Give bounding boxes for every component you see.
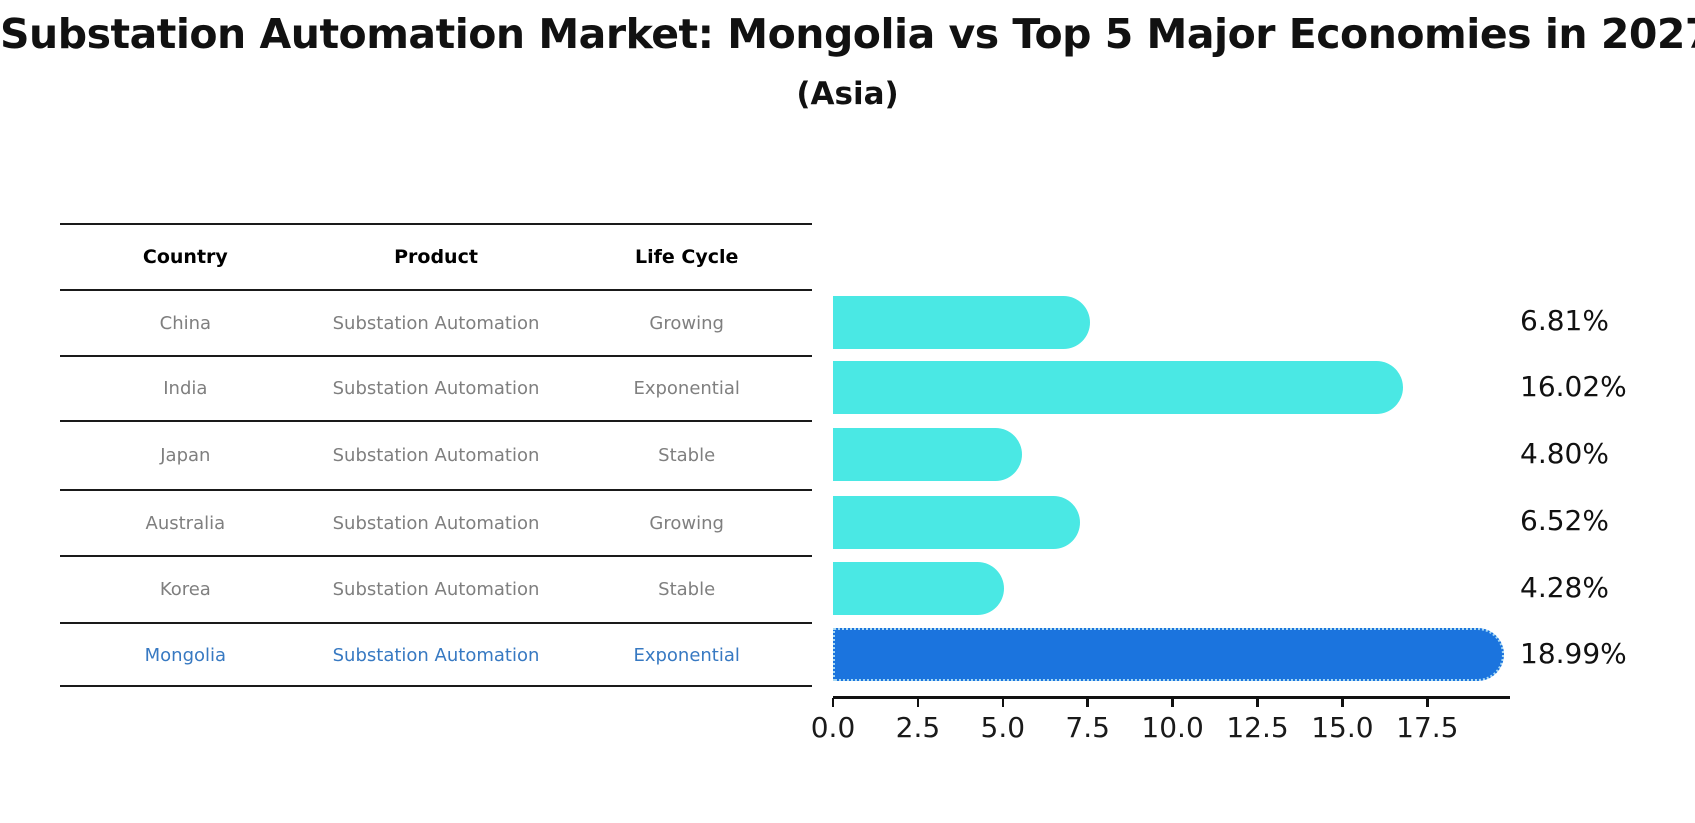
x-axis-tick: [1171, 698, 1174, 707]
value-label: 6.52%: [1520, 504, 1609, 537]
column-header: Product: [394, 246, 478, 268]
table-row: Japan Substation Automation Stable: [60, 420, 812, 489]
value-label: 16.02%: [1520, 369, 1627, 403]
x-axis-tick-label: 17.5: [1396, 711, 1459, 744]
x-axis-tick: [1001, 698, 1005, 707]
cell-life-cycle: Stable: [658, 579, 716, 600]
bar: [833, 495, 1081, 549]
cell-product: Substation Automation: [332, 512, 540, 534]
cell-life-cycle: Growing: [649, 512, 724, 534]
bar: [833, 562, 1005, 615]
page-title: Substation Automation Market: Mongolia v…: [0, 10, 1695, 58]
cell-product: Substation Automation: [332, 445, 540, 466]
cell-country: China: [159, 312, 212, 334]
x-axis-tick-label: 7.5: [1065, 711, 1110, 744]
value-label: 6.81%: [1520, 304, 1609, 337]
x-axis-tick: [1426, 698, 1429, 707]
cell-life-cycle: Exponential: [633, 645, 740, 666]
x-axis-line: [833, 696, 1510, 699]
value-label: 4.80%: [1520, 436, 1609, 470]
table-bottom-rule: [60, 685, 812, 687]
table-header-row: Country Product Life Cycle: [60, 223, 812, 289]
cell-country: Korea: [159, 579, 211, 600]
x-axis-tick: [1256, 698, 1259, 707]
x-axis-tick-label: 12.5: [1226, 711, 1289, 744]
value-label: 18.99%: [1520, 636, 1627, 670]
cell-product: Substation Automation: [332, 579, 540, 600]
cell-product: Substation Automation: [332, 645, 540, 666]
page-subtitle: (Asia): [796, 76, 899, 112]
x-axis-tick-label: 0.0: [810, 711, 856, 744]
x-axis-tick: [1086, 698, 1089, 707]
cell-country: Japan: [160, 445, 211, 466]
table-row: Mongolia Substation Automation Exponential: [60, 622, 812, 687]
table-row: Korea Substation Automation Stable: [60, 555, 812, 622]
bar: [833, 361, 1404, 414]
cell-country: Mongolia: [144, 645, 227, 666]
value-label: 4.28%: [1520, 570, 1609, 604]
cell-life-cycle: Growing: [649, 312, 724, 334]
table-row: India Substation Automation Exponential: [60, 355, 812, 420]
x-axis-tick-label: 10.0: [1141, 711, 1204, 744]
bar: [833, 428, 1022, 481]
cell-product: Substation Automation: [332, 312, 540, 334]
x-axis-tick-label: 15.0: [1311, 711, 1374, 744]
cell-life-cycle: Stable: [658, 445, 716, 466]
column-header: Country: [142, 246, 228, 268]
bar-highlighted: [833, 628, 1504, 681]
cell-life-cycle: Exponential: [633, 378, 740, 399]
x-axis-tick-label: 5.0: [980, 711, 1026, 744]
cell-country: Australia: [145, 512, 226, 534]
bar: [833, 295, 1091, 349]
column-header: Life Cycle: [634, 246, 739, 268]
data-table: Country Product Life Cycle China Substation …: [60, 223, 812, 687]
cell-product: Substation Automation: [332, 378, 540, 399]
x-axis-tick: [831, 698, 835, 707]
table-row: Australia Substation Automation Growing: [60, 489, 812, 555]
cell-country: India: [163, 378, 208, 399]
x-axis-tick-label: 2.5: [895, 711, 941, 744]
x-axis-tick: [1341, 698, 1344, 707]
table-row: China Substation Automation Growing: [60, 289, 812, 355]
x-axis-tick: [916, 698, 920, 707]
